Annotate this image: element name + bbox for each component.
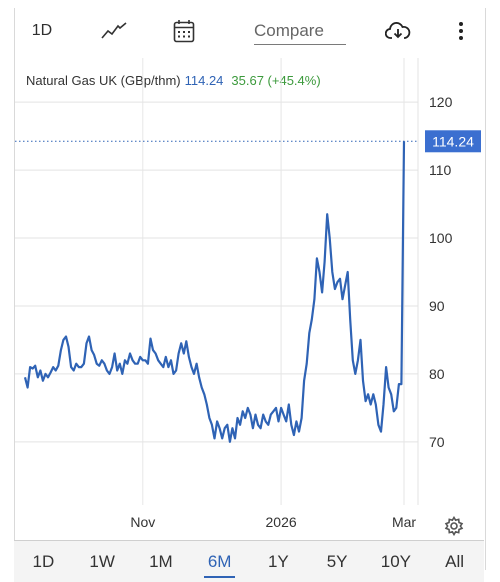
range-button-all[interactable]: All xyxy=(445,551,465,571)
chart-toolbar: 1D xyxy=(14,10,484,52)
instrument-name: Natural Gas UK (GBp/thm) xyxy=(26,73,181,88)
chart-frame xyxy=(14,8,486,570)
chart-legend: Natural Gas UK (GBp/thm) 114.24 35.67 (+45… xyxy=(26,73,321,88)
y-tick-label: 80 xyxy=(429,366,445,382)
last-price-box: 114.24 xyxy=(425,130,481,153)
compare-search xyxy=(240,10,360,52)
range-button-10y[interactable]: 10Y xyxy=(380,551,411,571)
y-tick-label: 70 xyxy=(429,434,445,450)
range-button-1w[interactable]: 1W xyxy=(89,551,115,571)
x-tick-label: 2026 xyxy=(266,514,297,530)
compare-input[interactable] xyxy=(254,17,346,45)
cloud-download-icon[interactable] xyxy=(380,10,416,52)
calendar-icon[interactable] xyxy=(166,10,202,52)
x-tick-label: Mar xyxy=(392,514,416,530)
y-tick-label: 90 xyxy=(429,298,445,314)
range-button-6m[interactable]: 6M xyxy=(190,541,249,582)
range-button-1m[interactable]: 1M xyxy=(149,551,173,571)
range-button-5y[interactable]: 5Y xyxy=(326,551,348,571)
range-button-1d[interactable]: 1D xyxy=(32,551,55,571)
last-price-box-bg xyxy=(425,130,481,153)
y-tick-label: 120 xyxy=(429,94,453,110)
x-tick-label: Nov xyxy=(130,514,155,530)
y-tick-label: 110 xyxy=(429,162,452,178)
settings-gear-icon[interactable] xyxy=(444,515,464,537)
range-selector-button[interactable]: 1D xyxy=(31,22,53,39)
price-series-line xyxy=(23,141,406,443)
time-range-bar: 1D 1W 1M 6M 1Y 5Y 10Y All xyxy=(14,540,484,582)
price-change: 35.67 (+45.4%) xyxy=(231,73,321,88)
line-chart-icon[interactable] xyxy=(96,10,132,52)
more-vertical-icon[interactable] xyxy=(446,10,476,52)
y-tick-label: 100 xyxy=(429,230,453,246)
current-price: 114.24 xyxy=(184,73,224,88)
last-price-label: 114.24 xyxy=(432,133,474,149)
range-button-1y[interactable]: 1Y xyxy=(267,551,289,571)
